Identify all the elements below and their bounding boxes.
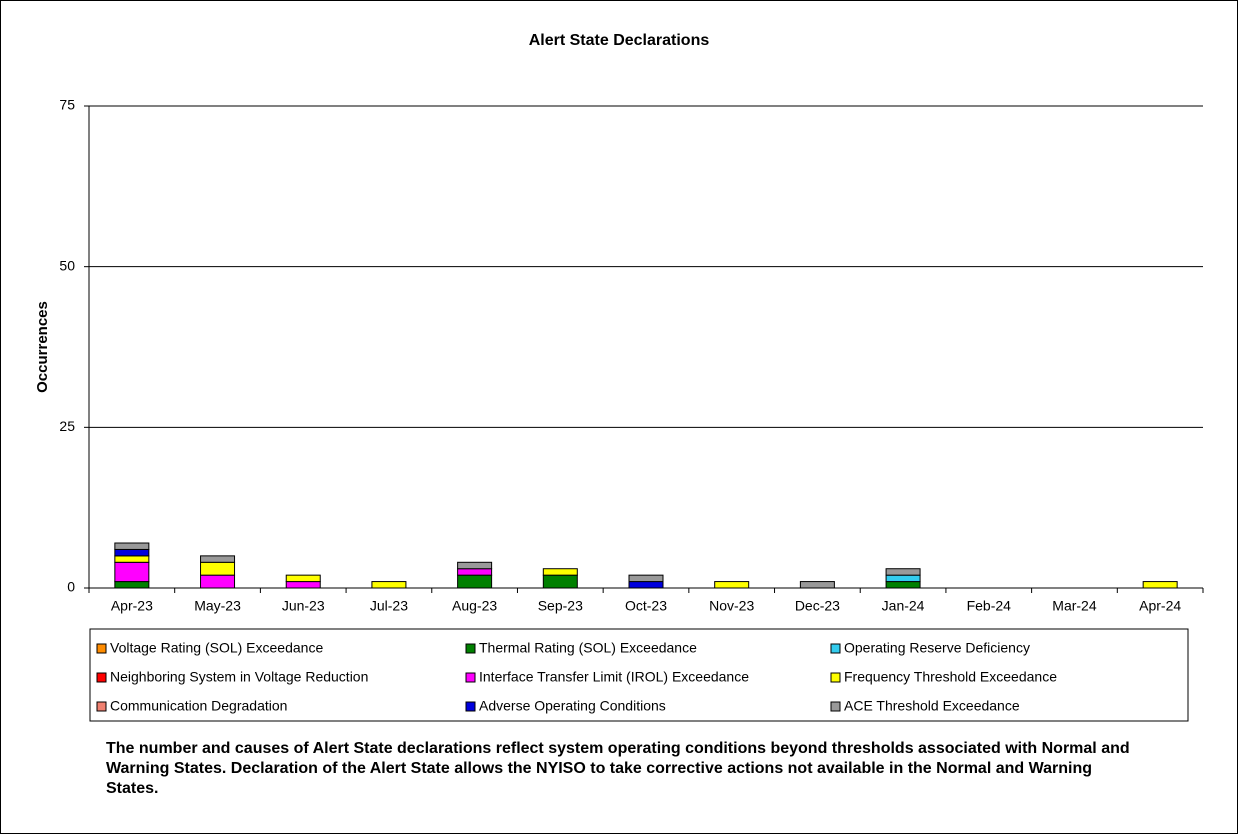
bar-segment — [457, 561, 493, 570]
x-tick-label: Jul-23 — [370, 598, 408, 614]
x-tick-label: Mar-24 — [1052, 598, 1097, 614]
legend-label: Adverse Operating Conditions — [479, 698, 666, 714]
bar-segment — [114, 581, 150, 589]
chart-title: Alert State Declarations — [529, 32, 710, 49]
bar-segment — [714, 581, 750, 589]
legend-label: Interface Transfer Limit (IROL) Exceedan… — [479, 669, 749, 685]
x-tick-label: Oct-23 — [625, 598, 667, 614]
legend-box — [89, 628, 1189, 722]
y-axis-label: Occurrences — [34, 301, 51, 393]
legend-swatch — [465, 672, 476, 683]
x-tick-label: Dec-23 — [795, 598, 840, 614]
legend-label: Frequency Threshold Exceedance — [844, 669, 1057, 685]
bar-segment — [114, 548, 150, 557]
bar-segment — [285, 581, 321, 589]
bar-segment — [285, 574, 321, 583]
legend-label: Neighboring System in Voltage Reduction — [110, 669, 368, 685]
bar-segment — [542, 574, 578, 589]
bar-segment — [457, 568, 493, 576]
note: The number and causes of Alert State dec… — [106, 740, 1130, 797]
y-tick-label: 50 — [59, 257, 75, 273]
bar-segment — [799, 581, 835, 589]
bar-segment — [200, 555, 236, 563]
legend-swatch — [830, 701, 841, 712]
bar-segment — [200, 574, 236, 589]
legend-label: Thermal Rating (SOL) Exceedance — [479, 640, 697, 656]
legend-swatch — [96, 701, 107, 712]
x-tick-label: May-23 — [194, 598, 241, 614]
x-tick-label: Feb-24 — [967, 598, 1012, 614]
legend-swatch — [465, 701, 476, 712]
x-tick-label: Jan-24 — [882, 598, 925, 614]
bar-segment — [114, 542, 150, 550]
bar-segment — [200, 561, 236, 576]
y-tick-label: 0 — [67, 579, 75, 595]
bar-segment — [542, 568, 578, 576]
legend-label: Voltage Rating (SOL) Exceedance — [110, 640, 323, 656]
y-tick-label: 75 — [59, 97, 75, 113]
legend-swatch — [830, 643, 841, 654]
bar-segment — [628, 581, 664, 589]
legend-label: Communication Degradation — [110, 698, 287, 714]
x-tick-label: Sep-23 — [538, 598, 583, 614]
x-tick-label: Apr-24 — [1139, 598, 1181, 614]
x-tick-label: Jun-23 — [282, 598, 325, 614]
x-tick-label: Nov-23 — [709, 598, 754, 614]
legend-label: Operating Reserve Deficiency — [844, 640, 1030, 656]
bar-segment — [457, 574, 493, 589]
legend-swatch — [830, 672, 841, 683]
legend-swatch — [96, 672, 107, 683]
bar-segment — [371, 581, 407, 589]
bar-segment — [885, 568, 921, 576]
y-tick-label: 25 — [59, 418, 75, 434]
bar-segment — [114, 555, 150, 563]
bar-segment — [628, 574, 664, 583]
bar-segment — [114, 561, 150, 583]
legend-swatch — [96, 643, 107, 654]
legend-label: ACE Threshold Exceedance — [844, 698, 1020, 714]
legend-swatch — [465, 643, 476, 654]
x-tick-label: Aug-23 — [452, 598, 497, 614]
x-tick-label: Apr-23 — [111, 598, 153, 614]
bar-segment — [885, 574, 921, 583]
bar-segment — [1142, 581, 1178, 589]
bar-segment — [885, 581, 921, 589]
